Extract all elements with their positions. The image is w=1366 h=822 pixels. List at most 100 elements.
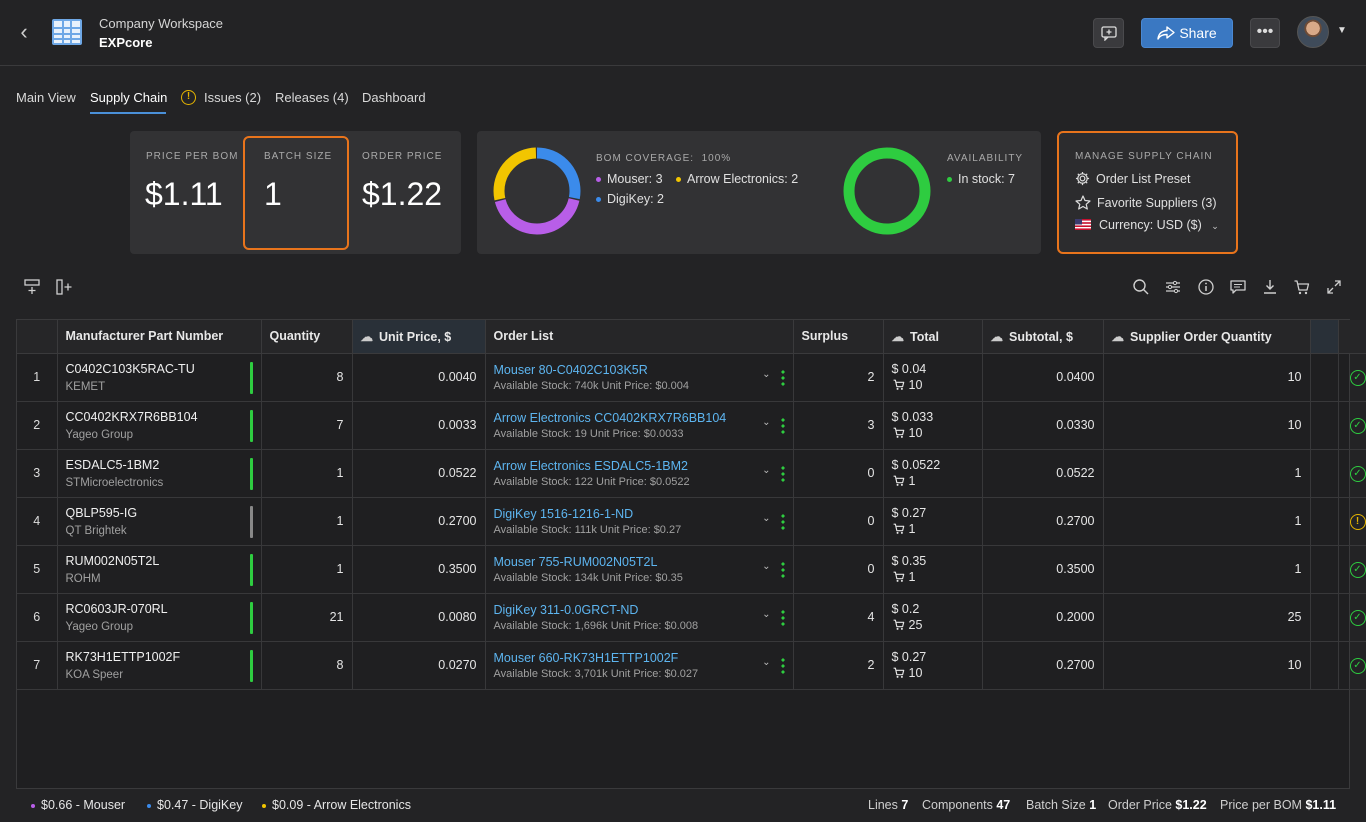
warning-icon[interactable]: ! (1349, 513, 1366, 530)
table-row[interactable]: 4 QBLP595-IG QT Brightek 1 0.2700 DigiKey 151… (17, 497, 1366, 546)
table-row[interactable]: 2 CC0402KRX7R6BB104 Yageo Group 7 0.0033 Arro… (17, 401, 1366, 450)
quantity-cell[interactable]: 21 (261, 593, 353, 642)
quantity-cell[interactable]: 1 (261, 497, 353, 546)
supplier-order-qty-cell[interactable]: 1 (1103, 449, 1311, 498)
chevron-left-icon[interactable]: ‹ (20, 19, 28, 44)
drag-handle-icon[interactable] (780, 656, 785, 675)
chevron-down-icon[interactable]: ⌄ (762, 560, 771, 572)
drag-handle-icon[interactable] (780, 464, 785, 483)
order-list-cell[interactable]: Mouser 660-RK73H1ETTP1002F Available Stoc… (485, 641, 794, 690)
chevron-down-icon[interactable]: ⌄ (762, 416, 771, 428)
supplier-order-qty-cell[interactable]: 10 (1103, 641, 1311, 690)
col-header-surplus[interactable]: Surplus (793, 320, 884, 354)
tab-dashboard[interactable]: Dashboard (362, 90, 426, 105)
insert-row-icon[interactable] (23, 278, 41, 296)
tab-issues[interactable]: Issues (2) (204, 90, 262, 105)
supplier-link[interactable]: Arrow Electronics ESDALC5-1BM2 (493, 458, 689, 473)
chevron-down-icon[interactable]: ⌄ (762, 608, 771, 620)
supplier-order-qty-cell[interactable]: 1 (1103, 497, 1311, 546)
cart-icon (893, 379, 904, 390)
quantity-cell[interactable]: 7 (261, 401, 353, 450)
supplier-link[interactable]: Mouser 80-C0402C103K5R (493, 362, 648, 377)
drag-handle-icon[interactable] (780, 416, 785, 435)
table-row[interactable]: 5 RUM002N05T2L ROHM 1 0.3500 Mouser 755-RUM00… (17, 545, 1366, 594)
tab-releases[interactable]: Releases (4) (275, 90, 349, 105)
quantity-cell[interactable]: 1 (261, 449, 353, 498)
quantity-cell[interactable]: 1 (261, 545, 353, 594)
filter-sliders-icon[interactable] (1164, 278, 1182, 296)
mpn-cell[interactable]: RC0603JR-070RL Yageo Group (57, 593, 262, 642)
mpn-cell[interactable]: RUM002N05T2L ROHM (57, 545, 262, 594)
order-list-cell[interactable]: Arrow Electronics CC0402KRX7R6BB104 Avail… (485, 401, 794, 450)
legend-arrow: Arrow Electronics: 2 (676, 172, 798, 186)
table-row[interactable]: 7 RK73H1ETTP1002F KOA Speer 8 0.0270 Mouser 6… (17, 641, 1366, 690)
mpn-cell[interactable]: RK73H1ETTP1002F KOA Speer (57, 641, 262, 690)
order-list-cell[interactable]: Mouser 80-C0402C103K5R Available Stock: 7… (485, 353, 794, 402)
drag-handle-icon[interactable] (780, 608, 785, 627)
info-icon[interactable] (1197, 278, 1215, 296)
mpn-cell[interactable]: CC0402KRX7R6BB104 Yageo Group (57, 401, 262, 450)
mouser-dot (31, 803, 35, 808)
currency-select[interactable]: Currency: USD ($) ⌄ (1075, 218, 1219, 232)
cart-icon[interactable] (1293, 278, 1311, 296)
insert-column-icon[interactable] (55, 278, 73, 296)
col-header-quantity[interactable]: Quantity (261, 320, 353, 354)
col-header-subtotal[interactable]: ☁ Subtotal, $ (982, 320, 1104, 354)
unit-price-cell[interactable]: 0.0522 (352, 449, 486, 498)
chevron-down-icon[interactable]: ⌄ (762, 512, 771, 524)
order-list-cell[interactable]: Mouser 755-RUM002N05T2L Available Stock: … (485, 545, 794, 594)
col-header-order-list[interactable]: Order List (485, 320, 794, 354)
batch-size-field[interactable] (243, 136, 349, 250)
order-list-cell[interactable]: Arrow Electronics ESDALC5-1BM2 Available … (485, 449, 794, 498)
supplier-link[interactable]: DigiKey 311-0.0GRCT-ND (493, 602, 639, 617)
quantity-cell[interactable]: 8 (261, 353, 353, 402)
supplier-order-qty-cell[interactable]: 25 (1103, 593, 1311, 642)
mpn-cell[interactable]: ESDALC5-1BM2 STMicroelectronics (57, 449, 262, 498)
drag-handle-icon[interactable] (780, 560, 785, 579)
col-header-unit-price[interactable]: ☁ Unit Price, $ (352, 320, 486, 354)
drag-handle-icon[interactable] (780, 512, 785, 531)
chevron-down-icon[interactable]: ⌄ (762, 368, 771, 380)
col-header-mpn[interactable]: Manufacturer Part Number (57, 320, 262, 354)
order-list-preset-item[interactable]: Order List Preset (1075, 171, 1190, 186)
expand-icon[interactable] (1325, 278, 1343, 296)
mpn-cell[interactable]: C0402C103K5RAC-TU KEMET (57, 353, 262, 402)
supplier-link[interactable]: DigiKey 1516-1216-1-ND (493, 506, 634, 521)
chevron-down-icon[interactable]: ⌄ (762, 656, 771, 668)
batch-size-value[interactable]: 1 (264, 176, 282, 212)
share-button[interactable]: Share (1141, 18, 1233, 48)
supplier-link[interactable]: Mouser 755-RUM002N05T2L (493, 554, 658, 569)
col-header-supplier-order-qty[interactable]: ☁ Supplier Order Quantity (1103, 320, 1311, 354)
table-row[interactable]: 3 ESDALC5-1BM2 STMicroelectronics 1 0.0522 Ar… (17, 449, 1366, 498)
caret-down-icon[interactable]: ▼ (1337, 25, 1347, 36)
unit-price-cell[interactable]: 0.0080 (352, 593, 486, 642)
favorite-suppliers-item[interactable]: Favorite Suppliers (3) (1075, 195, 1217, 210)
supplier-order-qty-cell[interactable]: 10 (1103, 401, 1311, 450)
avatar[interactable] (1297, 16, 1329, 48)
comment-icon[interactable] (1229, 278, 1247, 296)
mpn-cell[interactable]: QBLP595-IG QT Brightek (57, 497, 262, 546)
order-list-cell[interactable]: DigiKey 311-0.0GRCT-ND Available Stock: 1… (485, 593, 794, 642)
unit-price-cell[interactable]: 0.0270 (352, 641, 486, 690)
unit-price-cell[interactable]: 0.0033 (352, 401, 486, 450)
quantity-cell[interactable]: 8 (261, 641, 353, 690)
add-comment-button[interactable] (1093, 18, 1124, 48)
unit-price-cell[interactable]: 0.0040 (352, 353, 486, 402)
unit-price-cell[interactable]: 0.2700 (352, 497, 486, 546)
unit-price-cell[interactable]: 0.3500 (352, 545, 486, 594)
search-icon[interactable] (1132, 278, 1150, 296)
col-header-total[interactable]: ☁ Total (883, 320, 983, 354)
table-row[interactable]: 1 C0402C103K5RAC-TU KEMET 8 0.0040 Mouser 80-… (17, 353, 1366, 402)
more-button[interactable]: ••• (1250, 18, 1280, 48)
tab-main-view[interactable]: Main View (16, 90, 76, 105)
download-icon[interactable] (1261, 278, 1279, 296)
supplier-order-qty-cell[interactable]: 10 (1103, 353, 1311, 402)
drag-handle-icon[interactable] (780, 368, 785, 387)
supplier-link[interactable]: Mouser 660-RK73H1ETTP1002F (493, 650, 679, 665)
chevron-down-icon[interactable]: ⌄ (762, 464, 771, 476)
supplier-order-qty-cell[interactable]: 1 (1103, 545, 1311, 594)
order-list-cell[interactable]: DigiKey 1516-1216-1-ND Available Stock: 1… (485, 497, 794, 546)
tab-supply-chain[interactable]: Supply Chain (90, 90, 168, 105)
supplier-link[interactable]: Arrow Electronics CC0402KRX7R6BB104 (493, 410, 727, 425)
table-row[interactable]: 6 RC0603JR-070RL Yageo Group 21 0.0080 DigiKe… (17, 593, 1366, 642)
